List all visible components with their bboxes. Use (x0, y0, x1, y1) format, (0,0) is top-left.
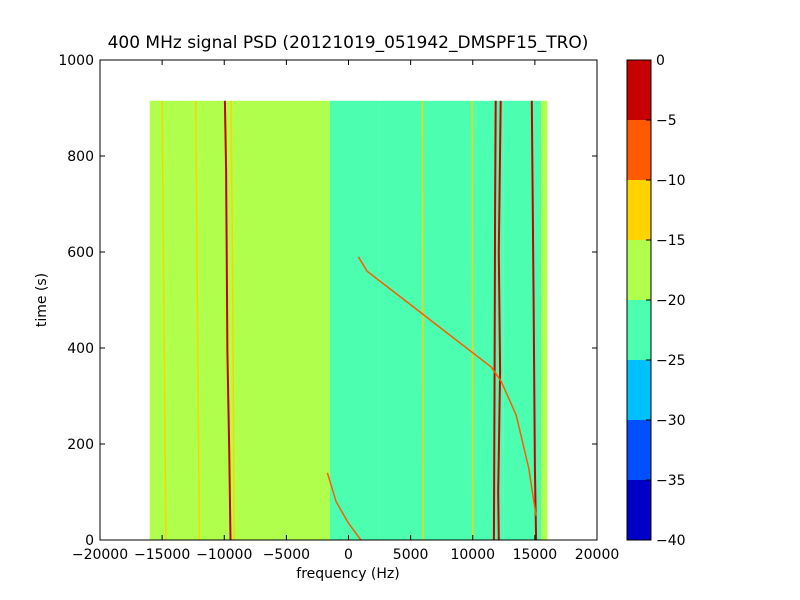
heatmap-cells (149, 100, 548, 541)
y-axis: 0 200 400 600 800 1000 (58, 53, 597, 549)
colorbar-band-1 (627, 420, 651, 480)
colorbar-band-6 (627, 120, 651, 180)
signal-trace-4 (421, 100, 424, 541)
x-axis-label: frequency (Hz) (296, 566, 399, 582)
colorbar-tick-label: −25 (656, 353, 686, 369)
signal-trace-6 (492, 100, 497, 541)
x-tick-label: 20000 (575, 547, 620, 563)
x-tick-label: −5000 (263, 547, 310, 563)
colorbar-tick-label: −40 (656, 533, 686, 549)
signal-trace-1 (194, 100, 201, 541)
signal-trace-5 (471, 100, 474, 541)
x-tick-label: 0 (344, 547, 353, 563)
colorbar-band-7 (627, 60, 651, 120)
colorbar-band-2 (627, 360, 651, 420)
y-tick-label: 1000 (58, 53, 94, 69)
colorbar-tick-label: −10 (656, 173, 686, 189)
y-axis-label: time (s) (34, 273, 50, 327)
signal-trace-8 (530, 100, 538, 541)
heatmap-region-1 (329, 100, 380, 541)
x-axis: −20000 −15000 −10000 −5000 0 5000 10000 15000 20… (72, 60, 619, 563)
y-tick-label: 200 (67, 437, 94, 453)
x-tick-label: −20000 (72, 547, 128, 563)
colorbar-tick-label: −15 (656, 233, 686, 249)
heatmap-region-2 (379, 100, 504, 541)
colorbar-band-5 (627, 180, 651, 240)
y-tick-label: 400 (67, 341, 94, 357)
colorbar-band-3 (627, 300, 651, 360)
x-tick-label: 10000 (450, 547, 495, 563)
signal-trace-10 (357, 256, 537, 517)
x-tick-label: 15000 (513, 547, 558, 563)
heatmap-region-4 (541, 100, 548, 541)
x-tick-label: −10000 (196, 547, 252, 563)
signal-trace-3 (230, 100, 235, 541)
signal-trace-7 (497, 100, 502, 541)
x-tick-label: −15000 (134, 547, 190, 563)
chart-title: 400 MHz signal PSD (20121019_051942_DMSP… (108, 33, 589, 53)
y-tick-label: 800 (67, 149, 94, 165)
colorbar-tick-label: 0 (656, 53, 665, 69)
colorbar-tick-label: −20 (656, 293, 686, 309)
signal-trace-2 (223, 100, 232, 541)
colorbar-tick-label: −35 (656, 473, 686, 489)
colorbar-band-4 (627, 240, 651, 300)
colorbar-tick-label: −5 (656, 113, 677, 129)
signal-traces (161, 100, 538, 541)
colorbar: 0 −5 −10 −15 −20 −25 −30 −35 −40 (626, 53, 686, 549)
heatmap-plot (99, 59, 598, 541)
y-tick-label: 600 (67, 245, 94, 261)
signal-trace-0 (161, 100, 167, 541)
colorbar-tick-label: −30 (656, 413, 686, 429)
x-tick-label: 5000 (393, 547, 429, 563)
y-tick-label: 0 (85, 533, 94, 549)
colorbar-band-0 (627, 480, 651, 540)
signal-trace-9 (326, 472, 362, 541)
heatmap-region-0 (149, 100, 330, 541)
